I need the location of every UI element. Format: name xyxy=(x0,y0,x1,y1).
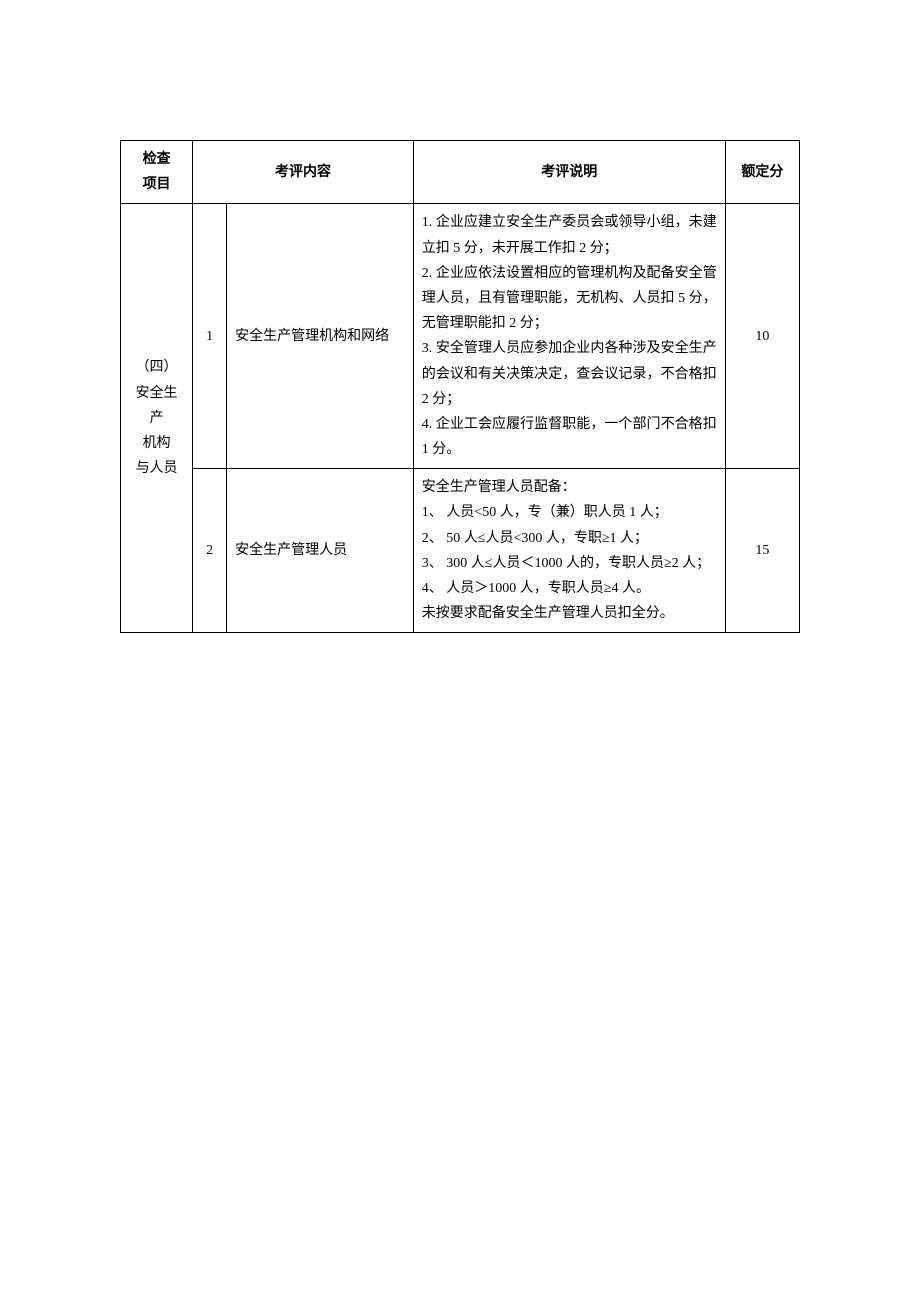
table-row: 2 安全生产管理人员 安全生产管理人员配备：1、 人员<50 人，专（兼）职人员… xyxy=(121,469,800,633)
row-score: 10 xyxy=(725,204,799,469)
row-content: 安全生产管理人员 xyxy=(227,469,414,633)
evaluation-table: 检查项目 考评内容 考评说明 额定分 （四）安全生产机构与人员 1 安全生产管理… xyxy=(120,140,800,633)
header-description: 考评说明 xyxy=(413,141,725,204)
project-cell: （四）安全生产机构与人员 xyxy=(121,204,193,633)
header-content: 考评内容 xyxy=(193,141,414,204)
header-score: 额定分 xyxy=(725,141,799,204)
row-description: 安全生产管理人员配备：1、 人员<50 人，专（兼）职人员 1 人；2、 50 … xyxy=(413,469,725,633)
header-project: 检查项目 xyxy=(121,141,193,204)
row-content: 安全生产管理机构和网络 xyxy=(227,204,414,469)
row-num: 2 xyxy=(193,469,227,633)
table-row: （四）安全生产机构与人员 1 安全生产管理机构和网络 1. 企业应建立安全生产委… xyxy=(121,204,800,469)
row-description: 1. 企业应建立安全生产委员会或领导小组，未建立扣 5 分，未开展工作扣 2 分… xyxy=(413,204,725,469)
row-score: 15 xyxy=(725,469,799,633)
row-num: 1 xyxy=(193,204,227,469)
table-header-row: 检查项目 考评内容 考评说明 额定分 xyxy=(121,141,800,204)
